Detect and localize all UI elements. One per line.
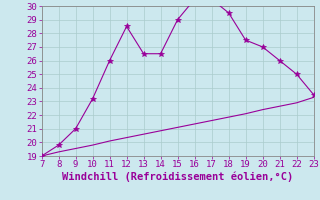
X-axis label: Windchill (Refroidissement éolien,°C): Windchill (Refroidissement éolien,°C) <box>62 172 293 182</box>
